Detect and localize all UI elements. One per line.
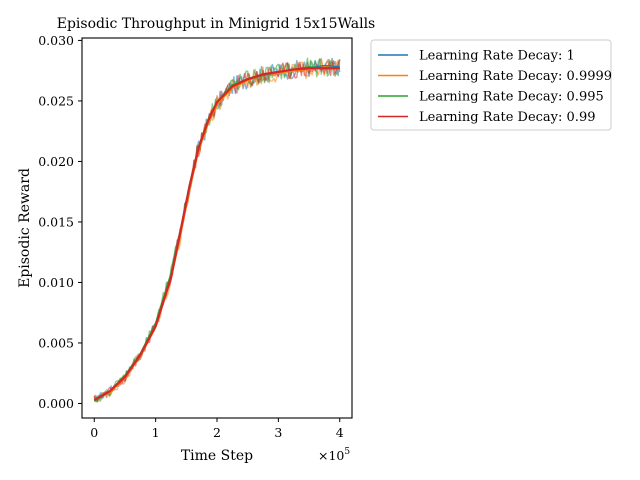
chart-title: Episodic Throughput in Minigrid 15x15Wal…: [57, 16, 376, 32]
y-axis-ticks: 0.000 0.005 0.010 0.015 0.020 0.025 0.030: [38, 33, 82, 411]
x-tick-label: 2: [213, 425, 221, 440]
y-tick-label: 0.020: [38, 154, 74, 169]
x-axis-multiplier-exponent: 5: [344, 447, 350, 457]
x-axis-multiplier: ×105: [318, 447, 350, 463]
series-smoothed-line: [93, 64, 340, 401]
x-axis-ticks: 0 1 2 3 4: [90, 418, 344, 440]
raw-series-layer: [93, 57, 341, 403]
series-smoothed-line: [93, 67, 340, 401]
y-tick-label: 0.005: [38, 335, 74, 350]
series-raw-line: [94, 57, 341, 402]
x-axis-label: Time Step: [181, 448, 253, 464]
legend-label: Learning Rate Decay: 0.99: [419, 110, 595, 125]
y-tick-label: 0.000: [38, 396, 74, 411]
y-tick-label: 0.015: [38, 214, 74, 229]
series-smoothed-line: [93, 66, 340, 402]
series-smoothed-line: [93, 66, 340, 401]
y-axis-label: Episodic Reward: [17, 168, 33, 288]
series-raw-line: [93, 57, 341, 403]
x-tick-label: 3: [274, 425, 282, 440]
y-tick-label: 0.010: [38, 275, 74, 290]
y-tick-label: 0.025: [38, 93, 74, 108]
y-tick-label: 0.030: [38, 33, 74, 48]
legend-label: Learning Rate Decay: 1: [419, 49, 575, 64]
x-tick-label: 4: [336, 425, 344, 440]
legend-frame: [370, 39, 612, 131]
series-raw-line: [93, 57, 341, 402]
series-raw-line: [93, 59, 341, 403]
x-axis-multiplier-base: ×10: [318, 448, 344, 463]
x-tick-label: 0: [90, 425, 98, 440]
legend-label: Learning Rate Decay: 0.9999: [419, 69, 612, 84]
smoothed-series-layer: [93, 64, 340, 402]
legend: Learning Rate Decay: 1 Learning Rate Deca…: [370, 39, 612, 131]
x-tick-label: 1: [152, 425, 160, 440]
legend-label: Learning Rate Decay: 0.995: [419, 90, 604, 105]
